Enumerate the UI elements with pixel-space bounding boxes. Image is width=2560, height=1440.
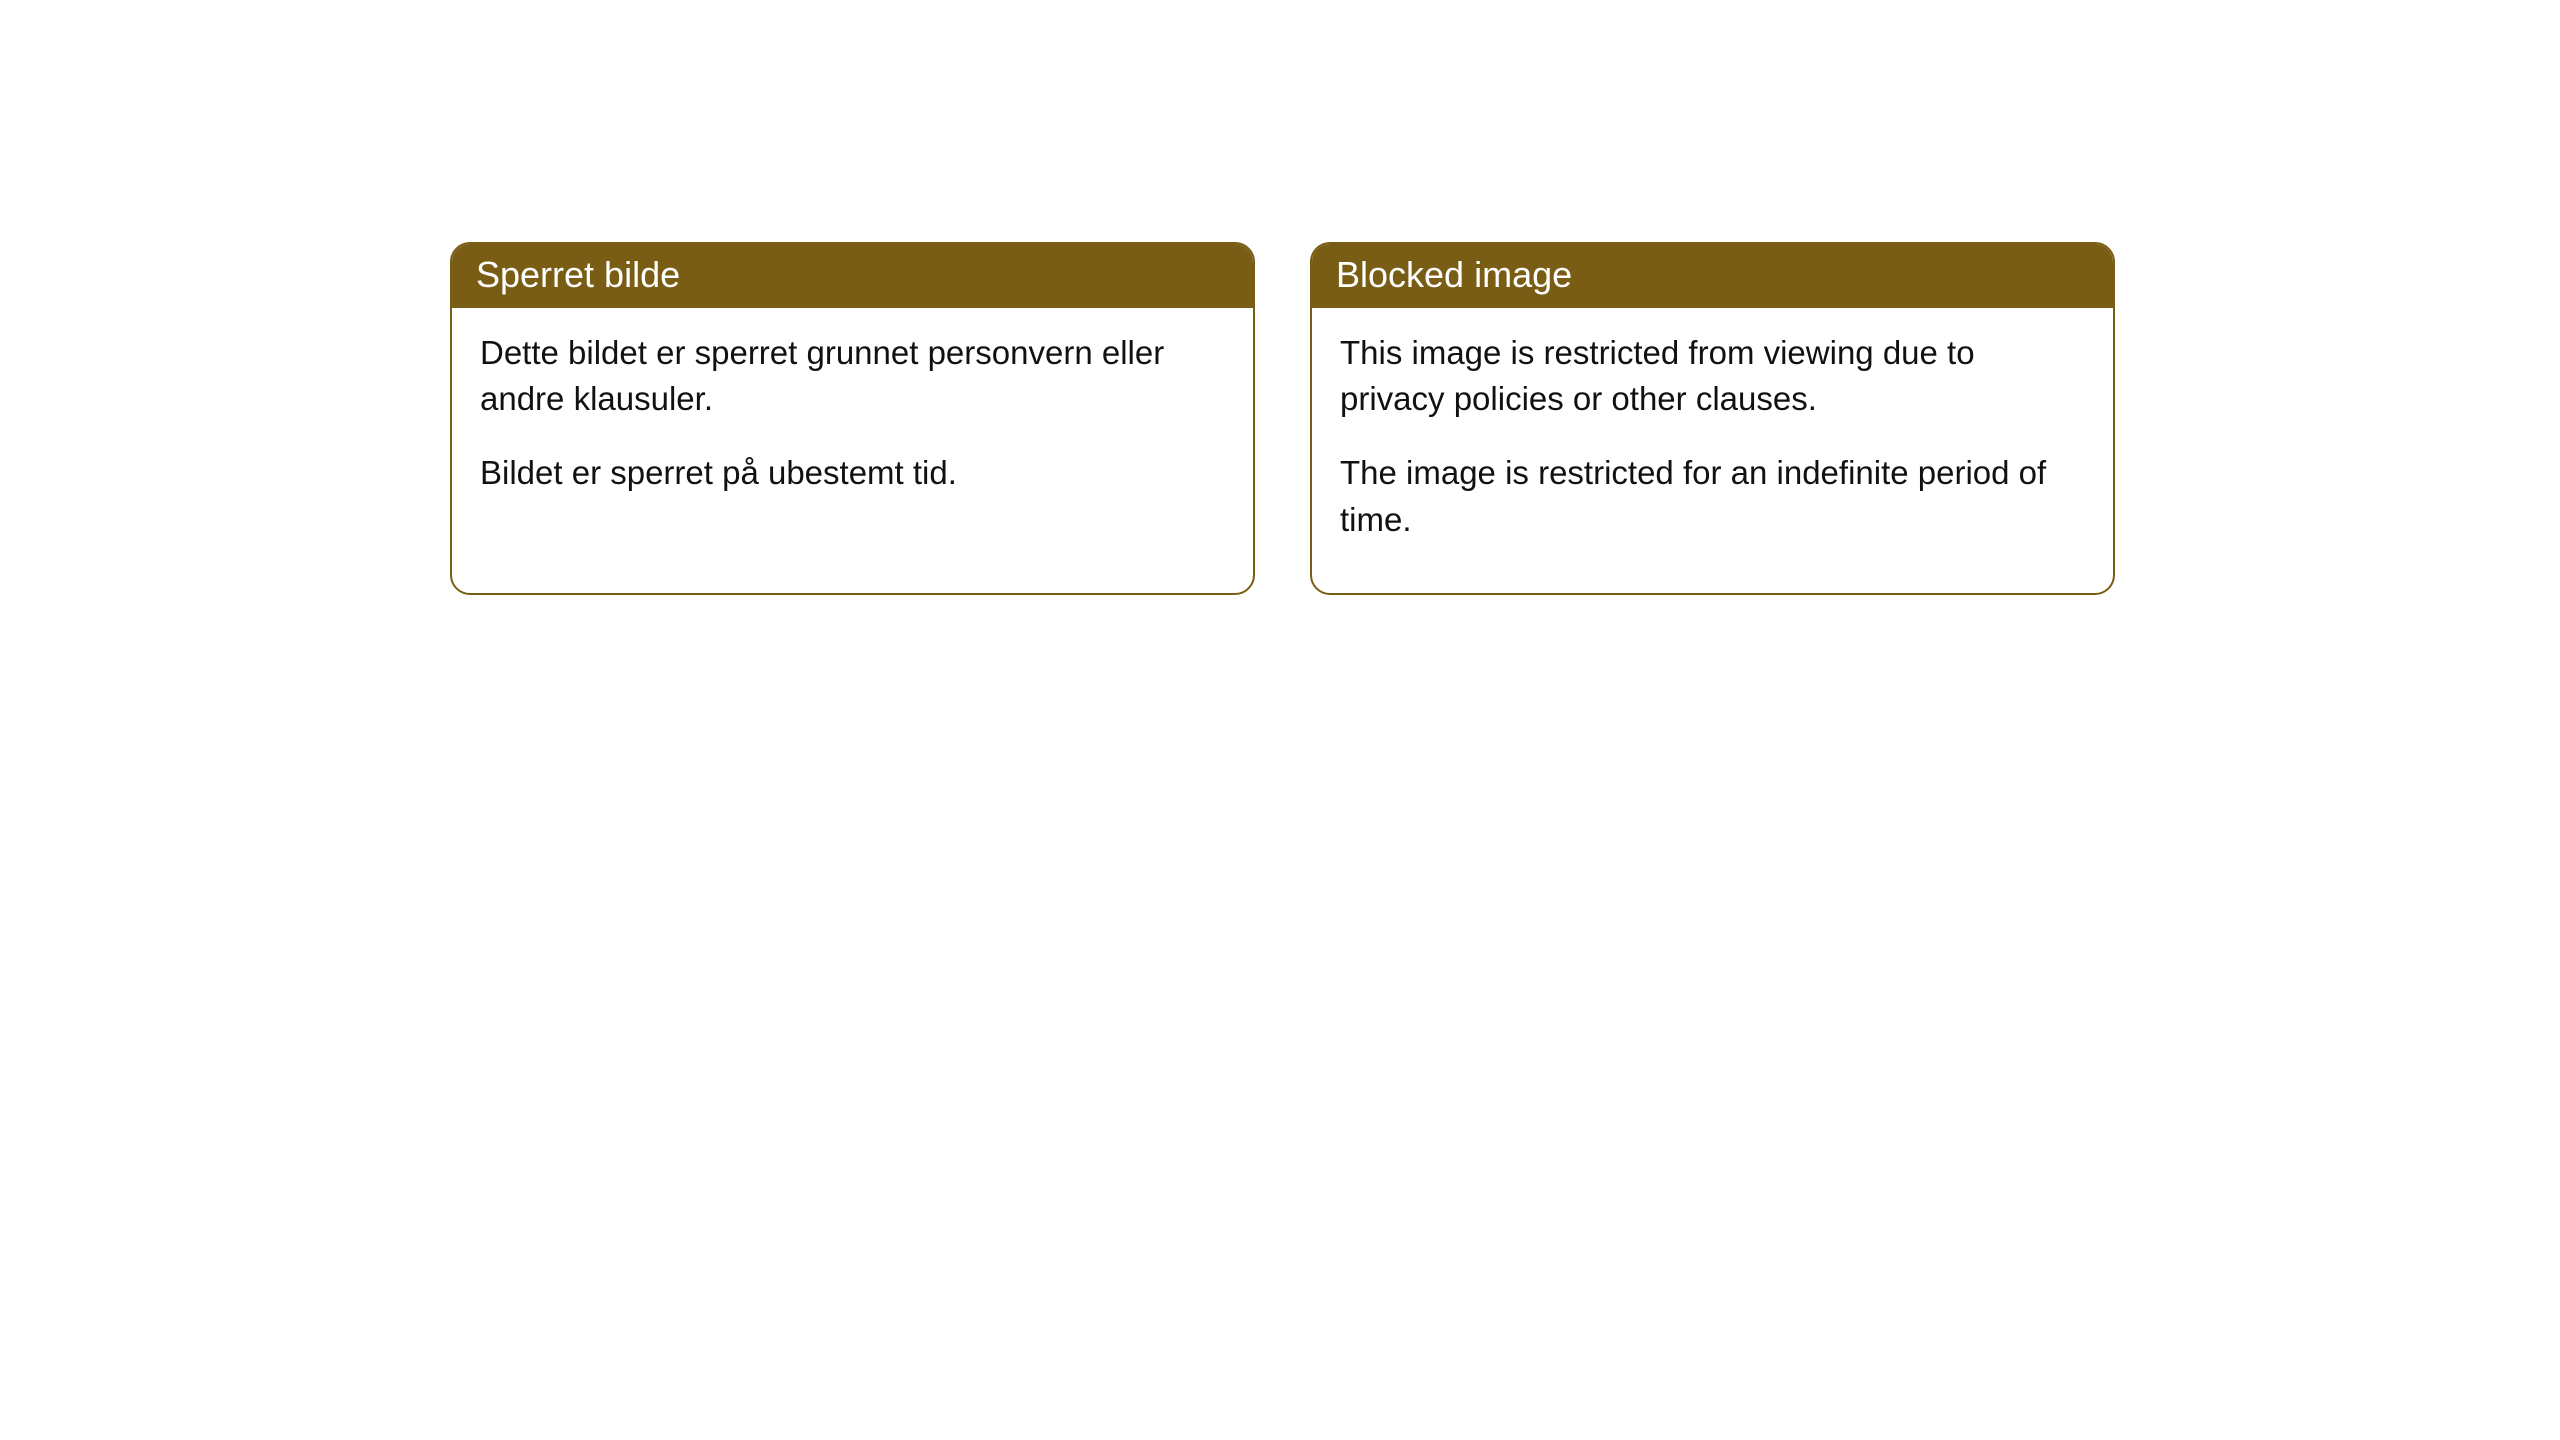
blocked-image-card-norwegian: Sperret bilde Dette bildet er sperret gr… [450,242,1255,595]
blocked-image-card-english: Blocked image This image is restricted f… [1310,242,2115,595]
card-paragraph-2: Bildet er sperret på ubestemt tid. [480,450,1225,496]
card-paragraph-2: The image is restricted for an indefinit… [1340,450,2085,542]
card-title: Sperret bilde [476,254,680,295]
cards-container: Sperret bilde Dette bildet er sperret gr… [450,242,2115,595]
card-paragraph-1: This image is restricted from viewing du… [1340,330,2085,422]
card-title: Blocked image [1336,254,1572,295]
card-body-english: This image is restricted from viewing du… [1312,308,2113,593]
card-header-norwegian: Sperret bilde [452,244,1253,308]
card-header-english: Blocked image [1312,244,2113,308]
card-body-norwegian: Dette bildet er sperret grunnet personve… [452,308,1253,547]
card-paragraph-1: Dette bildet er sperret grunnet personve… [480,330,1225,422]
